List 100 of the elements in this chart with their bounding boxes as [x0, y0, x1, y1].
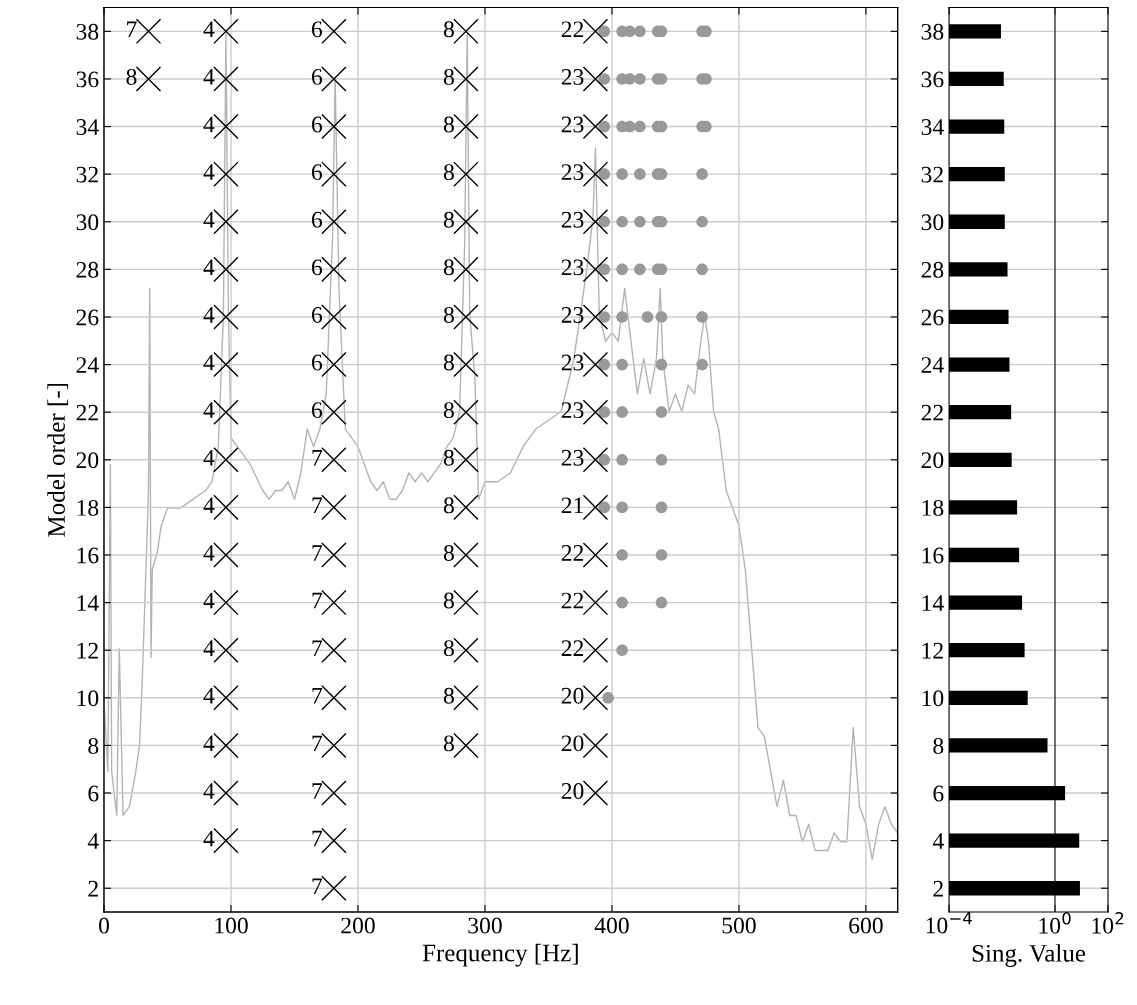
- annotation: 6: [311, 307, 323, 323]
- point: [582, 637, 609, 663]
- y-tick-label: 2: [88, 880, 98, 897]
- annotation: 6: [311, 116, 323, 133]
- point: [213, 18, 239, 45]
- annotation: 6: [311, 211, 323, 228]
- point: [453, 113, 479, 140]
- x-axis-title: Frequency [Hz]: [422, 943, 578, 967]
- y-tick-label: 26: [76, 309, 99, 326]
- point: [213, 256, 239, 283]
- annotation: 8: [443, 164, 454, 181]
- y-tick-label: 14: [77, 595, 99, 611]
- point: [582, 399, 609, 425]
- y-tick-label: 2: [933, 880, 943, 897]
- point: [453, 161, 479, 187]
- annotation: 4: [203, 259, 215, 276]
- annotation: 4: [203, 640, 215, 656]
- y-tick-label: 38: [921, 23, 944, 40]
- y-tick-label: 10: [77, 690, 99, 707]
- point: [453, 209, 479, 235]
- y-tick-label: 30: [76, 214, 99, 231]
- y-tick-label: 32: [921, 166, 943, 183]
- y-tick-label: 28: [76, 261, 99, 278]
- point: [321, 304, 347, 330]
- annotation: 23: [561, 402, 584, 419]
- annotation: 8: [443, 497, 454, 514]
- annotation: 23: [561, 116, 584, 133]
- point: [213, 685, 239, 711]
- annotation: 23: [561, 164, 584, 181]
- annotation: 4: [203, 211, 215, 228]
- point: [135, 66, 162, 92]
- point: [582, 18, 609, 45]
- annotation: 8: [443, 544, 454, 561]
- annotation: 4: [203, 116, 215, 133]
- point: [321, 542, 347, 568]
- point: [582, 209, 609, 235]
- point: [453, 732, 479, 759]
- y-tick-label: 34: [76, 119, 99, 135]
- point: [582, 732, 609, 759]
- point: [321, 256, 347, 283]
- point: [453, 399, 479, 425]
- y-tick-label: 24: [921, 357, 944, 373]
- point: [453, 494, 479, 521]
- annotation: 6: [311, 259, 323, 276]
- annotation: 4: [203, 449, 215, 466]
- point: [213, 780, 239, 806]
- x-tick-label: 500: [722, 917, 756, 934]
- annotation: 7: [312, 830, 323, 847]
- annotation: 7: [312, 735, 323, 752]
- annotation: 7: [312, 783, 323, 799]
- point: [321, 161, 347, 187]
- annotation: 7: [127, 21, 137, 38]
- annotation: 8: [443, 354, 454, 371]
- annotation: 20: [561, 783, 584, 799]
- annotation: 6: [311, 164, 323, 181]
- point: [213, 113, 239, 140]
- y-tick-label: 30: [921, 214, 944, 231]
- y-tick-label: 16: [922, 547, 944, 564]
- annotation: 8: [443, 735, 454, 752]
- annotation: 8: [443, 259, 454, 276]
- point: [321, 209, 347, 235]
- annotation: 8: [443, 449, 454, 466]
- point: [582, 780, 609, 806]
- annotation: 8: [443, 211, 454, 228]
- annotation: 23: [561, 449, 584, 466]
- point: [582, 542, 609, 568]
- point: [582, 589, 609, 616]
- annotation: 7: [312, 592, 323, 609]
- annotation: 4: [203, 592, 215, 609]
- point: [582, 113, 609, 140]
- point: [453, 18, 479, 45]
- point: [321, 875, 347, 901]
- y-tick-label: 26: [921, 309, 944, 326]
- y-tick-label: 4: [87, 833, 99, 849]
- annotation: 8: [443, 21, 454, 38]
- annotation: 22: [561, 592, 584, 609]
- point: [453, 685, 479, 711]
- annotation: 22: [561, 640, 584, 656]
- point: [453, 351, 479, 378]
- point: [453, 589, 479, 616]
- point: [321, 637, 347, 663]
- x-tick-label: 10$^{0}$: [1039, 912, 1071, 934]
- annotation: 4: [203, 783, 215, 799]
- point: [321, 780, 347, 806]
- annotation: 8: [443, 687, 454, 704]
- annotation: 4: [203, 354, 215, 371]
- annotation: 8: [443, 68, 454, 85]
- y-axis-title: Model order [-]: [47, 383, 69, 537]
- y-tick-label: 6: [933, 785, 944, 802]
- y-tick-label: 28: [921, 261, 944, 278]
- point: [582, 66, 609, 92]
- y-tick-label: 6: [88, 785, 99, 802]
- annotation: 23: [561, 259, 584, 276]
- annotation: 4: [203, 69, 215, 85]
- point: [321, 66, 347, 92]
- x-tick-label: 600: [849, 917, 883, 934]
- point: [213, 399, 239, 425]
- point: [213, 732, 239, 759]
- x-axis-title: Sing. Value: [972, 944, 1086, 967]
- point: [582, 494, 609, 521]
